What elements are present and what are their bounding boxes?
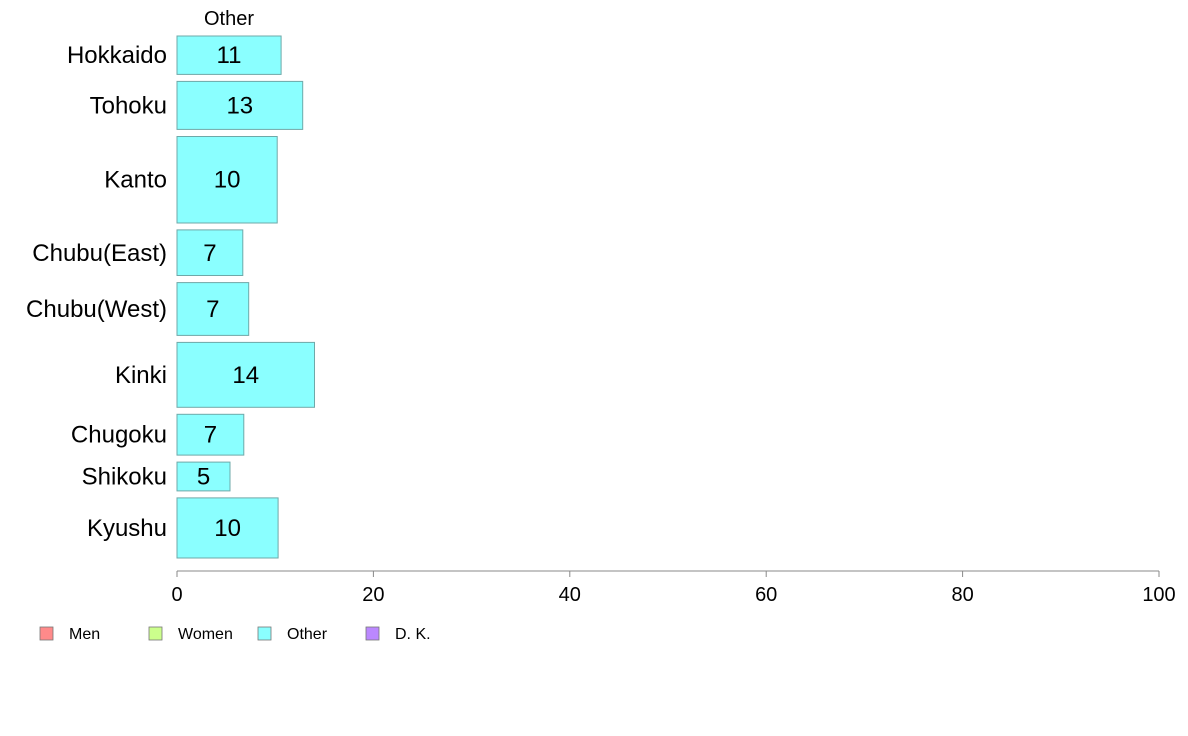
x-tick-label: 40 <box>559 584 581 606</box>
data-label: 10 <box>214 167 241 194</box>
data-label: 13 <box>226 93 253 120</box>
bar-chugoku <box>176 413 245 456</box>
category-label: Chugoku <box>71 422 167 449</box>
x-tick-label: 60 <box>755 584 777 606</box>
x-tick-label: 80 <box>951 584 973 606</box>
category-label: Kyushu <box>87 515 167 542</box>
category-label: Chubu(East) <box>32 240 167 267</box>
series-header: Other <box>204 8 254 30</box>
data-label: 5 <box>197 464 210 491</box>
x-tick-label: 100 <box>1142 584 1175 606</box>
bar-kyushu <box>176 497 279 559</box>
category-label: Shikoku <box>82 464 167 491</box>
x-tick-label: 20 <box>362 584 384 606</box>
data-label: 7 <box>206 296 219 323</box>
category-label: Kanto <box>104 167 167 194</box>
category-label: Chubu(West) <box>26 296 167 323</box>
bar-kanto <box>176 136 278 224</box>
legend-swatch-dk <box>365 626 380 641</box>
legend-label: D. K. <box>395 626 431 643</box>
data-label: 7 <box>204 422 217 449</box>
bar-chubu-west <box>176 282 250 336</box>
legend-swatch-men <box>39 626 54 641</box>
category-label: Tohoku <box>90 93 167 120</box>
category-label: Hokkaido <box>67 42 167 69</box>
bar-tohoku <box>176 80 304 130</box>
legend-swatch-other <box>257 626 272 641</box>
x-axis: 0 20 40 60 80 100 <box>171 570 1176 606</box>
category-label: Kinki <box>115 362 167 389</box>
data-label: 11 <box>217 42 242 69</box>
bar-kinki <box>176 341 315 408</box>
bar-hokkaido <box>176 35 282 75</box>
legend-swatch-women <box>148 626 163 641</box>
legend-label: Men <box>69 626 100 643</box>
legend-label: Other <box>287 626 328 643</box>
data-label: 10 <box>214 515 241 542</box>
bar-shikoku <box>176 461 231 492</box>
legend-label: Women <box>178 626 233 643</box>
data-label: 14 <box>232 362 259 389</box>
x-tick-label: 0 <box>171 584 182 606</box>
bar-chubu-east <box>176 229 244 276</box>
legend: Men Women Other D. K. <box>39 626 431 643</box>
bars-group: Hokkaido 11 Tohoku 13 Kanto 10 Chubu(East) 7 Chu… <box>26 35 315 559</box>
data-label: 7 <box>203 240 216 267</box>
